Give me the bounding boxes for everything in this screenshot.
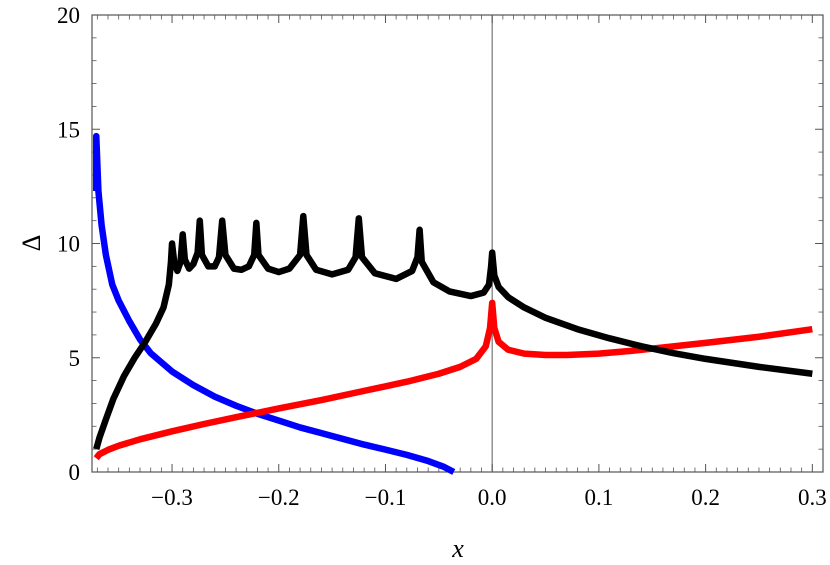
x-tick-label: −0.2 bbox=[258, 485, 300, 510]
x-tick-label: 0.1 bbox=[585, 485, 614, 510]
y-tick-labels: 0 5 10 15 20 bbox=[57, 3, 80, 485]
y-tick-label: 15 bbox=[57, 117, 80, 142]
x-tick-labels: −0.3 −0.2 −0.1 0.0 0.1 0.2 0.3 bbox=[151, 485, 827, 510]
data-series bbox=[93, 132, 813, 475]
x-tick-label: 0.2 bbox=[691, 485, 720, 510]
x-tick-label: −0.1 bbox=[365, 485, 407, 510]
y-axis-title: Δ bbox=[17, 235, 46, 252]
series-line-3 bbox=[93, 212, 813, 451]
series-line-2 bbox=[93, 299, 813, 461]
y-tick-label: 5 bbox=[69, 346, 81, 371]
x-tick-label: 0.0 bbox=[478, 485, 507, 510]
x-axis-title: x bbox=[451, 534, 464, 563]
y-tick-label: 10 bbox=[57, 232, 80, 257]
y-tick-label: 20 bbox=[57, 3, 80, 28]
x-tick-label: −0.3 bbox=[151, 485, 193, 510]
x-tick-label: 0.3 bbox=[798, 485, 827, 510]
axis-ticks bbox=[92, 14, 824, 473]
series-line-1 bbox=[93, 132, 456, 475]
y-tick-label: 0 bbox=[69, 460, 81, 485]
